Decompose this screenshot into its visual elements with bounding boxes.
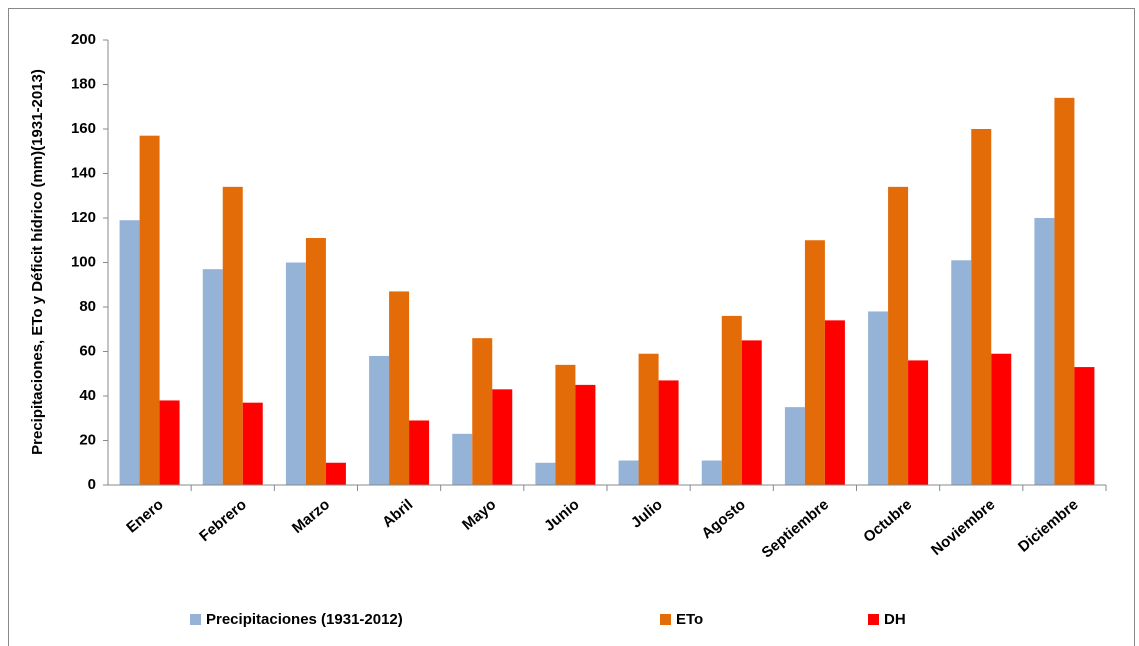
bar [1034, 218, 1055, 485]
bar [741, 340, 762, 485]
bar [389, 291, 410, 485]
x-tick-label: Junio [541, 496, 583, 535]
bar [305, 238, 326, 485]
y-tick-label: 0 [88, 476, 96, 493]
bar [452, 433, 473, 485]
x-tick-label: Enero [123, 496, 166, 536]
y-tick-label: 200 [71, 31, 96, 48]
legend-swatch [190, 614, 201, 625]
bar [1054, 97, 1075, 485]
bar [159, 400, 180, 485]
chart-frame [8, 8, 1135, 646]
x-tick-label: Octubre [860, 496, 915, 546]
legend-swatch [660, 614, 671, 625]
bar [868, 311, 889, 485]
bar [721, 315, 742, 485]
bar [618, 460, 639, 485]
y-tick-label: 160 [71, 120, 96, 137]
legend-label: Precipitaciones (1931-2012) [206, 611, 403, 628]
bar [575, 384, 596, 485]
y-tick-label: 60 [79, 342, 96, 359]
bar [535, 462, 556, 485]
bar [369, 355, 390, 485]
bar [804, 240, 825, 485]
bar [971, 129, 992, 485]
bar [1074, 367, 1095, 485]
bar [824, 320, 845, 485]
x-tick-label: Septiembre [759, 496, 833, 562]
bar [658, 380, 679, 485]
legend-label: ETo [676, 611, 703, 628]
bar [242, 402, 263, 485]
bar [555, 364, 576, 485]
bar [409, 420, 430, 485]
bar [285, 262, 306, 485]
bar [472, 338, 493, 485]
x-tick-label: Noviembre [928, 496, 998, 559]
y-tick-label: 40 [79, 387, 96, 404]
x-tick-label: Abril [379, 496, 416, 531]
y-tick-label: 20 [79, 431, 96, 448]
y-axis-title: Precipitaciones, ETo y Déficit hídrico (… [29, 69, 46, 455]
bar [784, 407, 805, 485]
y-tick-label: 140 [71, 164, 96, 181]
bar [119, 220, 140, 485]
y-tick-label: 80 [79, 298, 96, 315]
bar [139, 135, 160, 486]
x-tick-label: Mayo [459, 496, 499, 534]
bar [888, 186, 909, 485]
y-tick-label: 100 [71, 253, 96, 270]
x-tick-label: Marzo [289, 496, 333, 537]
bar [492, 389, 513, 485]
bar [222, 186, 243, 485]
bar [701, 460, 722, 485]
legend-swatch [868, 614, 879, 625]
x-tick-label: Febrero [196, 496, 250, 545]
x-tick-label: Julio [628, 496, 666, 532]
bar [202, 269, 223, 485]
bar [908, 360, 929, 485]
x-tick-label: Agosto [698, 496, 749, 542]
bar [638, 353, 659, 485]
bar [951, 260, 972, 485]
x-tick-label: Diciembre [1015, 496, 1082, 556]
y-tick-label: 180 [71, 75, 96, 92]
legend-label: DH [884, 611, 906, 628]
y-tick-label: 120 [71, 209, 96, 226]
bar [325, 462, 346, 485]
bar [991, 353, 1012, 485]
